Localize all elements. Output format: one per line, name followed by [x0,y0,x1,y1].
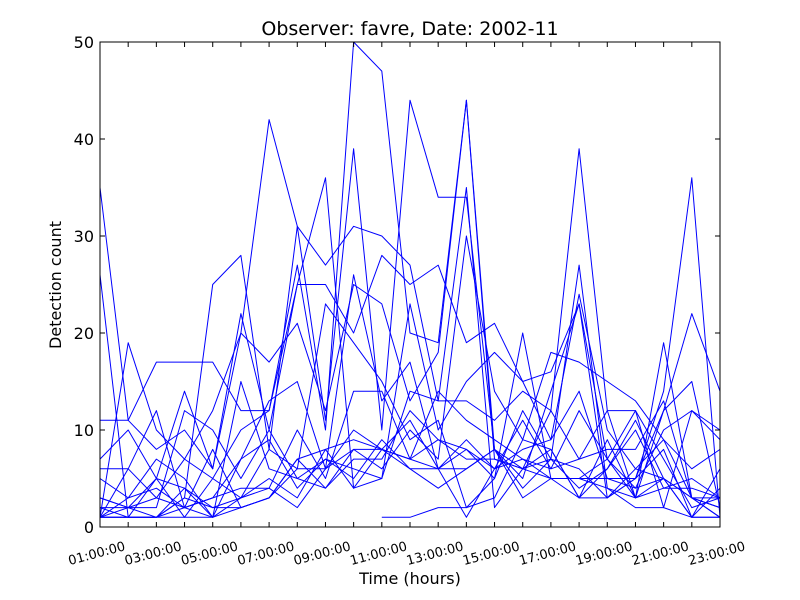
x-tick-label: 09:00:00 [292,539,352,569]
y-tick-label: 10 [74,421,94,440]
x-tick-label: 23:00:00 [687,539,747,569]
y-tick-label: 40 [74,130,94,149]
x-tick-label: 05:00:00 [179,539,239,569]
series-line-14 [99,439,721,518]
x-tick-label: 21:00:00 [630,539,690,569]
series-line-8 [99,390,721,509]
series-line-12 [100,303,721,518]
chart-title: Observer: favre, Date: 2002-11 [261,18,558,40]
x-axis-label: Time (hours) [358,569,461,588]
series-layer [99,41,721,518]
x-tick-label: 19:00:00 [574,539,634,569]
x-tick-label: 03:00:00 [123,539,183,569]
y-tick-label: 20 [74,324,94,343]
series-line-17 [100,410,721,518]
series-line-7 [99,235,721,518]
x-tick-label: 01:00:00 [67,539,127,569]
series-line-9 [100,274,721,518]
series-line-11 [99,410,721,518]
y-tick-label: 50 [74,33,94,52]
series-line-18 [381,332,720,518]
series-line-5 [99,99,721,518]
x-tick-label: 13:00:00 [405,539,465,569]
x-tick-label: 11:00:00 [349,539,409,569]
y-axis: 0 10 20 30 40 50 [74,33,720,537]
x-tick-label: 15:00:00 [461,539,521,569]
y-axis-label: Detection count [46,221,65,349]
series-line-6 [100,177,721,508]
x-tick-label: 07:00:00 [236,539,296,569]
x-tick-label: 17:00:00 [518,539,578,569]
series-line-15 [99,390,721,518]
y-tick-label: 0 [84,518,94,537]
y-tick-label: 30 [74,227,94,246]
series-line-1 [99,41,720,499]
series-line-2 [99,99,721,518]
